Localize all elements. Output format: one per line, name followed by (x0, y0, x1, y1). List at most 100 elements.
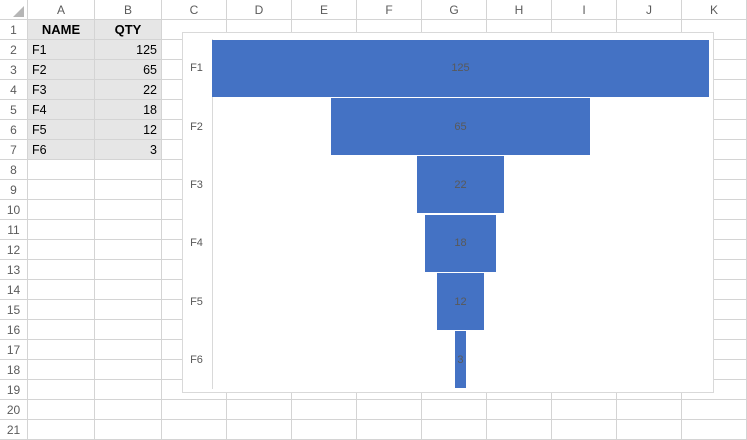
select-all-corner[interactable] (0, 0, 28, 20)
cell-A20[interactable] (28, 400, 95, 420)
row-header-13[interactable]: 13 (0, 260, 28, 280)
funnel-bar-f1[interactable]: 125 (212, 39, 709, 97)
row-header-5[interactable]: 5 (0, 100, 28, 120)
row-header-17[interactable]: 17 (0, 340, 28, 360)
column-header-k[interactable]: K (682, 0, 747, 20)
cell-A15[interactable] (28, 300, 95, 320)
cell-A19[interactable] (28, 380, 95, 400)
table-row[interactable] (28, 420, 747, 440)
funnel-bar-f6[interactable]: 3 (454, 331, 467, 389)
cell-B20[interactable] (95, 400, 162, 420)
cell-G20[interactable] (422, 400, 487, 420)
cell-A1[interactable]: NAME (28, 20, 95, 40)
row-header-12[interactable]: 12 (0, 240, 28, 260)
cell-A2[interactable]: F1 (28, 40, 95, 60)
column-header-e[interactable]: E (292, 0, 357, 20)
cell-B13[interactable] (95, 260, 162, 280)
column-header-h[interactable]: H (487, 0, 552, 20)
cell-A17[interactable] (28, 340, 95, 360)
cell-B17[interactable] (95, 340, 162, 360)
row-header-11[interactable]: 11 (0, 220, 28, 240)
row-header-16[interactable]: 16 (0, 320, 28, 340)
cell-B18[interactable] (95, 360, 162, 380)
cell-B10[interactable] (95, 200, 162, 220)
cell-A5[interactable]: F4 (28, 100, 95, 120)
funnel-bar-f4[interactable]: 18 (424, 214, 497, 272)
cell-B16[interactable] (95, 320, 162, 340)
row-header-8[interactable]: 8 (0, 160, 28, 180)
column-header-a[interactable]: A (28, 0, 95, 20)
cell-B11[interactable] (95, 220, 162, 240)
cell-A4[interactable]: F3 (28, 80, 95, 100)
row-header-19[interactable]: 19 (0, 380, 28, 400)
funnel-bar-f2[interactable]: 65 (331, 98, 590, 155)
row-header-20[interactable]: 20 (0, 400, 28, 420)
funnel-chart[interactable]: 125 65 22 18 12 3 F1 F2 F3 F4 F5 F6 (182, 32, 714, 393)
row-header-14[interactable]: 14 (0, 280, 28, 300)
row-header-7[interactable]: 7 (0, 140, 28, 160)
cell-A9[interactable] (28, 180, 95, 200)
cell-K21[interactable] (682, 420, 747, 440)
cell-B9[interactable] (95, 180, 162, 200)
row-header-21[interactable]: 21 (0, 420, 28, 440)
cell-E20[interactable] (292, 400, 357, 420)
row-header-10[interactable]: 10 (0, 200, 28, 220)
table-row[interactable] (28, 400, 747, 420)
cell-I20[interactable] (552, 400, 617, 420)
cell-B3[interactable]: 65 (95, 60, 162, 80)
column-header-j[interactable]: J (617, 0, 682, 20)
column-header-d[interactable]: D (227, 0, 292, 20)
cell-B14[interactable] (95, 280, 162, 300)
row-header-15[interactable]: 15 (0, 300, 28, 320)
cell-E21[interactable] (292, 420, 357, 440)
funnel-bar-f5[interactable]: 12 (436, 273, 485, 330)
row-header-1[interactable]: 1 (0, 20, 28, 40)
row-header-18[interactable]: 18 (0, 360, 28, 380)
cell-A18[interactable] (28, 360, 95, 380)
cell-J21[interactable] (617, 420, 682, 440)
column-header-i[interactable]: I (552, 0, 617, 20)
cell-H20[interactable] (487, 400, 552, 420)
row-header-6[interactable]: 6 (0, 120, 28, 140)
cell-D20[interactable] (227, 400, 292, 420)
column-header-f[interactable]: F (357, 0, 422, 20)
cell-A11[interactable] (28, 220, 95, 240)
cell-A8[interactable] (28, 160, 95, 180)
cell-F21[interactable] (357, 420, 422, 440)
cell-B4[interactable]: 22 (95, 80, 162, 100)
row-header-2[interactable]: 2 (0, 40, 28, 60)
cell-B6[interactable]: 12 (95, 120, 162, 140)
column-header-g[interactable]: G (422, 0, 487, 20)
funnel-bar-f3[interactable]: 22 (416, 156, 505, 214)
row-header-9[interactable]: 9 (0, 180, 28, 200)
column-header-b[interactable]: B (95, 0, 162, 20)
cell-A3[interactable]: F2 (28, 60, 95, 80)
cell-B1[interactable]: QTY (95, 20, 162, 40)
column-header-c[interactable]: C (162, 0, 227, 20)
cell-B15[interactable] (95, 300, 162, 320)
cell-A6[interactable]: F5 (28, 120, 95, 140)
cell-A16[interactable] (28, 320, 95, 340)
cell-B21[interactable] (95, 420, 162, 440)
cell-J20[interactable] (617, 400, 682, 420)
cell-A10[interactable] (28, 200, 95, 220)
cell-B19[interactable] (95, 380, 162, 400)
cell-B12[interactable] (95, 240, 162, 260)
cell-A13[interactable] (28, 260, 95, 280)
row-header-3[interactable]: 3 (0, 60, 28, 80)
cell-K20[interactable] (682, 400, 747, 420)
cell-B5[interactable]: 18 (95, 100, 162, 120)
cell-G21[interactable] (422, 420, 487, 440)
cell-I21[interactable] (552, 420, 617, 440)
cell-H21[interactable] (487, 420, 552, 440)
cell-A14[interactable] (28, 280, 95, 300)
cell-C20[interactable] (162, 400, 227, 420)
row-header-4[interactable]: 4 (0, 80, 28, 100)
cell-D21[interactable] (227, 420, 292, 440)
cell-B7[interactable]: 3 (95, 140, 162, 160)
cell-F20[interactable] (357, 400, 422, 420)
cell-B2[interactable]: 125 (95, 40, 162, 60)
cell-A21[interactable] (28, 420, 95, 440)
cell-A12[interactable] (28, 240, 95, 260)
cell-C21[interactable] (162, 420, 227, 440)
